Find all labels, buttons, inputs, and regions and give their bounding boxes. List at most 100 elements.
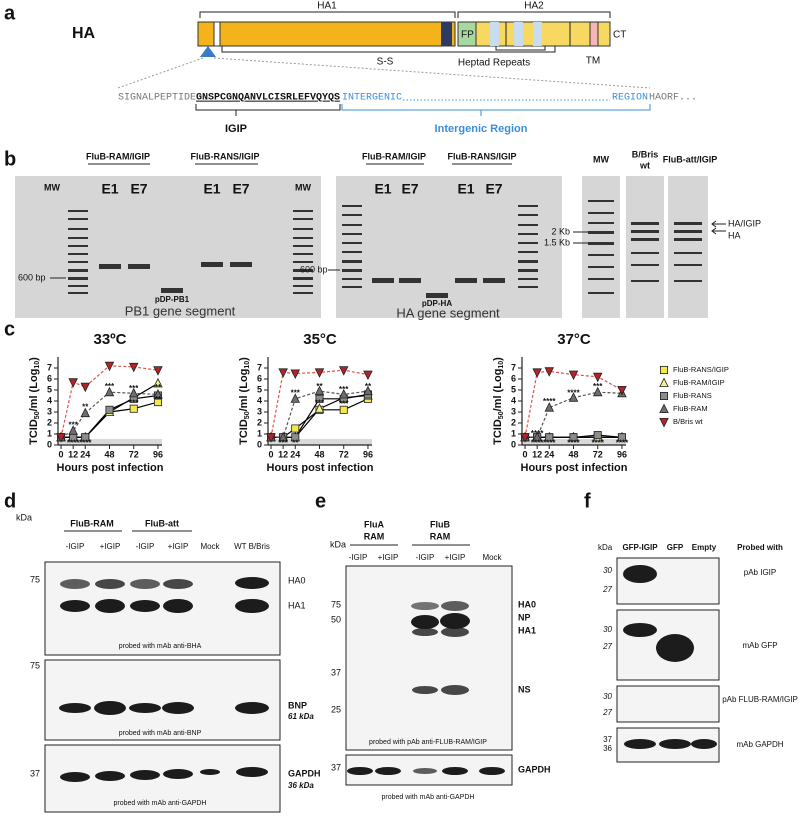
significance: **** — [592, 438, 605, 447]
x-tick-label: 24 — [544, 449, 554, 459]
band-arrow — [711, 220, 726, 235]
blot-bands — [59, 701, 269, 715]
significance: ** — [82, 403, 89, 412]
lane-label: WT B/Bris — [234, 542, 270, 551]
x-tick-label: 12 — [532, 449, 542, 459]
significance: *** — [291, 388, 301, 397]
bracket — [195, 104, 341, 116]
blot — [616, 685, 720, 723]
marker — [544, 402, 555, 412]
marker — [105, 405, 114, 414]
marker — [363, 370, 373, 381]
marker-label: 50 — [331, 614, 341, 624]
lane-label: Mock — [200, 542, 220, 551]
y-axis-label-part: 50 — [34, 411, 41, 419]
panel-e: e kDa FluA RAM FluB RAM -IGIP +IGIP -IGI… — [315, 490, 551, 801]
zoom-line — [117, 57, 204, 89]
marker — [544, 367, 555, 377]
probe-label: pAb IGIP — [744, 568, 776, 577]
y-tick-label: 5 — [257, 384, 262, 394]
lane-label: E1 — [457, 181, 474, 197]
significance: **** — [543, 438, 556, 447]
marker — [520, 433, 530, 443]
probe-label: probed with mAb anti-GAPDH — [382, 794, 475, 801]
x-tick-label: 72 — [339, 449, 349, 459]
insert-site — [200, 46, 216, 57]
lane-label: MW — [593, 154, 609, 164]
fp-domain — [457, 21, 477, 47]
lane-label: wt — [639, 160, 650, 170]
marker-label: 36 — [603, 744, 612, 753]
lane-label: B/Bris — [632, 149, 659, 159]
x-tick-label: 12 — [278, 449, 288, 459]
blot-bands — [347, 767, 505, 775]
bracket — [221, 46, 556, 53]
sequence: SIGNALPEPTIDE — [118, 93, 196, 104]
panel-letter: e — [315, 490, 326, 512]
marker — [617, 385, 627, 396]
y-axis-label-part: /ml (Log — [492, 369, 504, 412]
marker — [68, 378, 78, 388]
lane-label: MW — [295, 182, 311, 192]
chart-title: 35°C — [303, 331, 337, 348]
blot-band — [623, 623, 657, 637]
marker-label: 37 — [30, 768, 40, 778]
panel-a: a HA FP CT HA1 HA2 S-S Heptad Repeats TM… — [4, 1, 697, 135]
marker — [80, 407, 91, 418]
bracket — [457, 11, 611, 18]
x-tick-label: 24 — [80, 449, 90, 459]
significance: ** — [365, 382, 372, 391]
sequence: REGION — [612, 93, 648, 104]
probe-label: pAb FLUB-RAM/IGIP — [722, 695, 798, 704]
band-label: HA0 — [518, 599, 536, 609]
marker — [545, 433, 554, 442]
marker — [569, 433, 578, 442]
kda-label: kDa — [330, 539, 346, 549]
marker-label: 27 — [602, 585, 612, 594]
bracket — [341, 104, 651, 116]
marker — [532, 368, 542, 378]
tm-domain — [589, 21, 599, 47]
lane-label: E1 — [203, 181, 220, 197]
band-size: 36 kDa — [288, 781, 314, 790]
fp-label: FP — [461, 30, 474, 41]
lane-label: E7 — [485, 181, 502, 197]
y-tick-label: 7 — [47, 362, 52, 372]
panel-letter: d — [4, 490, 16, 512]
detection-band — [522, 439, 626, 445]
panel-d: d kDa FluB-RAM FluB-att -IGIP +IGIP -IGI… — [4, 490, 321, 813]
blot — [345, 565, 513, 751]
significance: ** — [155, 395, 162, 404]
domain-stripe — [514, 22, 523, 46]
x-axis-label: Hours post infection — [57, 462, 164, 474]
x-tick-label: 48 — [568, 449, 578, 459]
detection-band — [58, 439, 162, 445]
ha2-label: HA2 — [524, 1, 544, 12]
tm-label: TM — [586, 56, 600, 67]
y-tick-label: 2 — [257, 417, 262, 427]
y-tick-label: 5 — [511, 384, 516, 394]
marker-label: 1.5 Kb — [544, 237, 570, 247]
marker-label: 600 bp — [18, 272, 46, 282]
group-label: FluB-att — [145, 518, 179, 528]
marker — [314, 385, 325, 396]
legend-marker — [660, 365, 669, 374]
y-axis-label: TCID50/ml (Log10) — [28, 357, 41, 445]
y-tick-label: 2 — [47, 417, 52, 427]
significance: ** — [316, 382, 323, 391]
chart-title: 37°C — [557, 331, 591, 348]
x-tick-label: 0 — [269, 449, 274, 459]
blot-band — [623, 565, 657, 583]
significance: *** — [68, 420, 78, 429]
y-tick-label: 2 — [511, 417, 516, 427]
lane-label: +IGIP — [445, 553, 466, 562]
significance: **** — [567, 388, 580, 397]
lane-label: +IGIP — [378, 553, 399, 562]
marker — [338, 388, 349, 399]
blot-bands — [60, 767, 268, 782]
y-tick-label: 3 — [511, 406, 516, 416]
y-axis-label-part: TCID — [28, 419, 40, 445]
sequence: GNSPCGNQANVLCISRLEFVQYQS — [196, 93, 340, 104]
y-tick-label: 7 — [257, 362, 262, 372]
